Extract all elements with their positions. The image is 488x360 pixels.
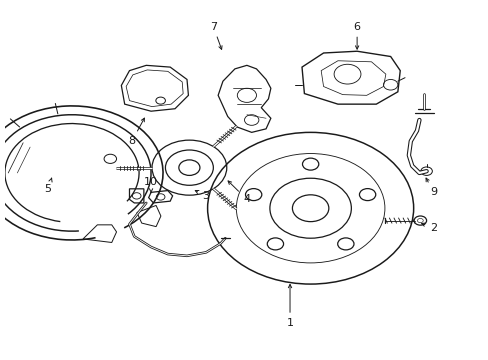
Text: 10: 10: [144, 177, 158, 193]
Text: 2: 2: [421, 222, 436, 233]
Text: 5: 5: [44, 178, 52, 194]
Text: 8: 8: [128, 118, 144, 146]
Text: 1: 1: [286, 284, 293, 328]
Text: 9: 9: [425, 178, 436, 197]
Text: 4: 4: [227, 181, 250, 204]
Text: 6: 6: [353, 22, 360, 49]
Text: 7: 7: [209, 22, 222, 49]
Text: 3: 3: [195, 190, 209, 201]
